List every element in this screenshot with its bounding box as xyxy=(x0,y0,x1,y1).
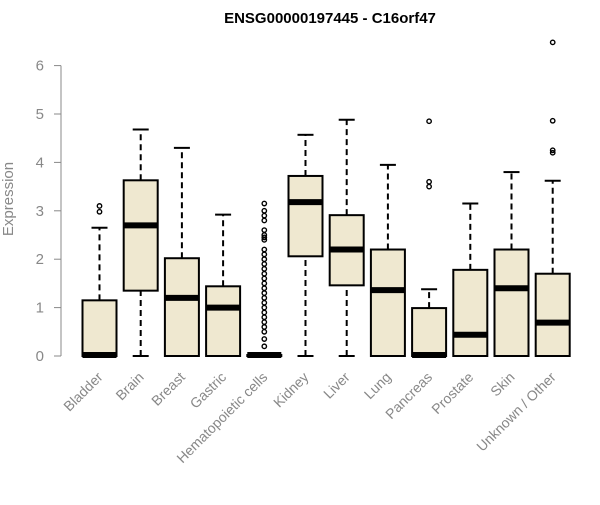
outlier-point xyxy=(261,285,268,292)
outlier-point xyxy=(261,227,268,234)
outlier-point xyxy=(261,265,268,272)
outlier-point xyxy=(261,290,268,296)
outlier-point xyxy=(261,270,268,277)
y-tick-label: 1 xyxy=(36,300,44,317)
outlier-point xyxy=(426,118,432,125)
y-tick-label: 5 xyxy=(36,106,44,123)
box xyxy=(205,213,242,357)
y-tick-label: 6 xyxy=(36,58,44,75)
category-label: Breast xyxy=(148,369,188,409)
outlier-point xyxy=(261,217,268,224)
outlier-point xyxy=(261,328,268,335)
outlier-point xyxy=(261,314,268,321)
outlier-point xyxy=(261,246,268,253)
y-tick-label: 3 xyxy=(36,203,44,220)
outlier-point xyxy=(261,319,268,326)
outlier-point xyxy=(261,256,268,263)
outlier-point xyxy=(261,324,268,330)
box xyxy=(452,202,489,357)
outlier-point xyxy=(261,261,268,267)
box-iqr xyxy=(534,272,571,357)
box xyxy=(246,200,283,359)
outlier-point xyxy=(549,147,556,154)
box-iqr xyxy=(81,299,118,357)
outlier-point xyxy=(96,208,103,215)
box xyxy=(328,118,365,357)
box-iqr xyxy=(287,174,324,258)
outlier-point xyxy=(261,295,268,301)
box xyxy=(411,118,448,359)
category-label: Liver xyxy=(320,369,353,402)
y-axis-label: Expression xyxy=(0,162,17,236)
box xyxy=(122,128,159,357)
outlier-point xyxy=(261,200,268,207)
outlier-point xyxy=(426,178,432,185)
box-iqr xyxy=(452,268,489,357)
y-tick-label: 4 xyxy=(36,154,44,171)
category-label: Lung xyxy=(361,369,394,402)
outlier-point xyxy=(549,149,556,156)
box-iqr xyxy=(205,285,242,357)
outlier-point xyxy=(549,39,556,46)
outlier-point xyxy=(261,304,268,311)
category-label: Prostate xyxy=(428,369,476,417)
box xyxy=(369,163,406,358)
box-iqr xyxy=(163,257,200,357)
outlier-point xyxy=(261,299,268,306)
outlier-point xyxy=(261,280,268,287)
outlier-point xyxy=(96,203,103,209)
category-label: Bladder xyxy=(60,369,106,415)
box-iqr xyxy=(493,248,530,358)
outlier-point xyxy=(261,275,268,282)
box-iqr xyxy=(369,248,406,358)
box xyxy=(534,39,571,357)
category-label: Skin xyxy=(487,369,518,400)
outlier-point xyxy=(261,212,268,219)
outlier-point xyxy=(261,207,268,214)
box-group xyxy=(81,39,571,359)
y-tick-label: 0 xyxy=(36,348,44,365)
y-tick-label: 2 xyxy=(36,251,44,268)
box xyxy=(163,146,200,357)
outlier-point xyxy=(426,183,432,190)
outlier-point xyxy=(549,117,556,124)
box xyxy=(287,133,324,357)
outlier-point xyxy=(261,251,268,258)
category-label: Kidney xyxy=(270,369,312,411)
box xyxy=(493,171,530,358)
outlier-point xyxy=(261,343,268,350)
outlier-point xyxy=(261,234,268,241)
box xyxy=(81,203,118,359)
outlier-point xyxy=(261,309,268,316)
box-iqr xyxy=(411,307,448,358)
category-label: Brain xyxy=(112,369,146,403)
chart-title: ENSG00000197445 - C16orf47 xyxy=(224,10,436,27)
y-axis: 0 1 2 3 4 5 6 xyxy=(36,58,62,365)
box-iqr xyxy=(122,179,159,292)
outlier-point xyxy=(261,336,268,342)
